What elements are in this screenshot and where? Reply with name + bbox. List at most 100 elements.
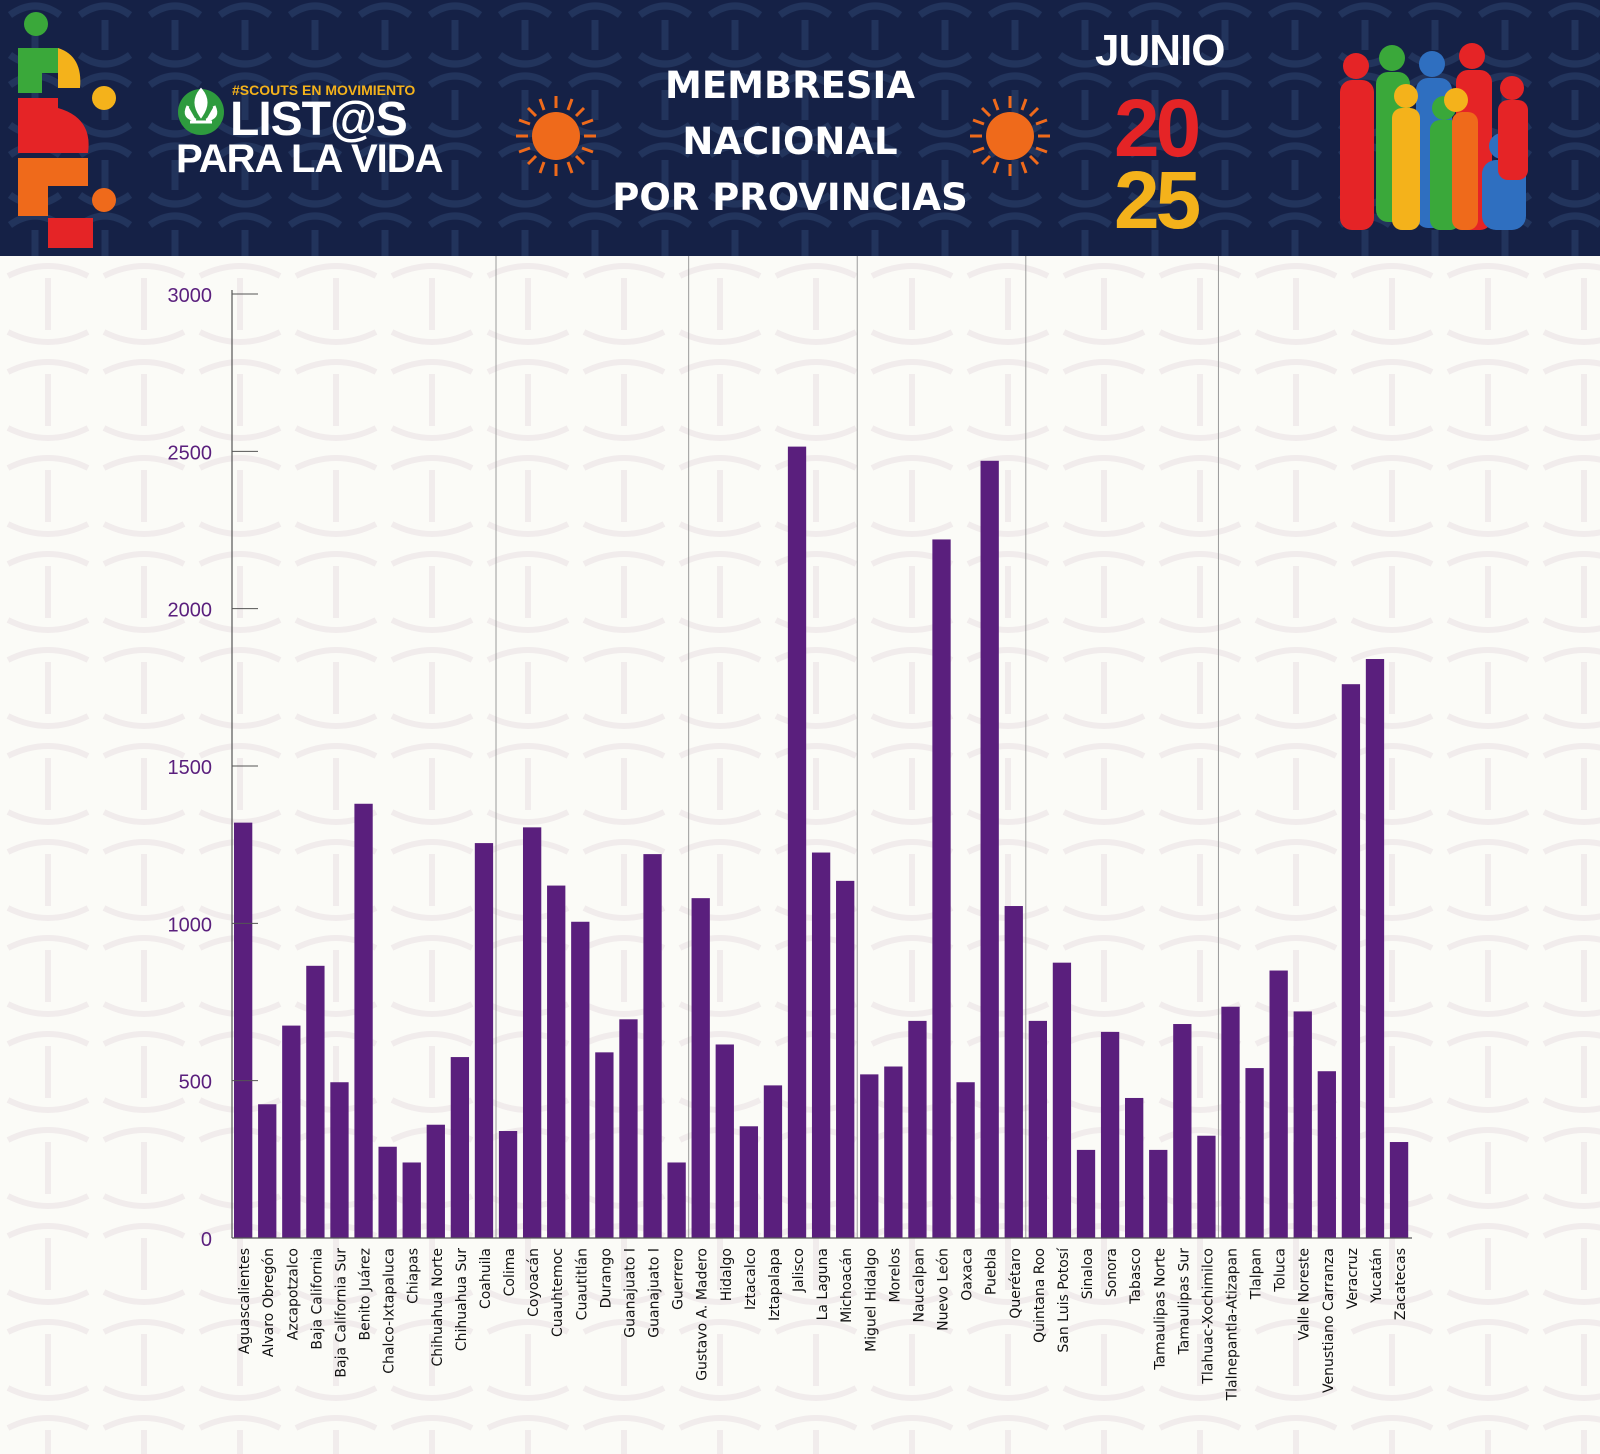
bar-20 xyxy=(691,898,710,1238)
y-tick-labels: 0 500 1000 1500 2000 2500 3000 xyxy=(168,285,213,1251)
scout-logo-mark xyxy=(18,12,116,248)
x-tick-label-34: Quintana Roo xyxy=(1032,1248,1048,1343)
x-tick-label-47: Veracruz xyxy=(1345,1248,1361,1309)
bar-39 xyxy=(1149,1149,1168,1238)
x-tick-label-3: Azcapotzalco xyxy=(285,1248,301,1340)
bar-28 xyxy=(884,1066,903,1238)
bar-10 xyxy=(450,1057,470,1238)
bar-36 xyxy=(1076,1149,1096,1238)
bar-33 xyxy=(1004,906,1023,1238)
bar-23 xyxy=(763,1085,783,1238)
x-tick-label-42: Tlalnepantla-Atizapan xyxy=(1224,1248,1240,1401)
x-tick-label-8: Chiapas xyxy=(406,1248,422,1304)
bars-group xyxy=(234,446,1409,1238)
bar-45 xyxy=(1293,1011,1312,1238)
x-tick-label-4: Baja California xyxy=(309,1248,325,1350)
bar-5 xyxy=(330,1082,349,1238)
bar-1 xyxy=(234,822,253,1238)
bar-8 xyxy=(402,1162,421,1238)
x-tick-label-17: Guanajuato I xyxy=(622,1248,638,1338)
x-tick-label-36: Sinaloa xyxy=(1080,1248,1096,1299)
bar-34 xyxy=(1028,1020,1047,1238)
x-tick-label-37: Sonora xyxy=(1104,1248,1120,1297)
y-tick-label-3: 1500 xyxy=(168,757,213,779)
y-tick-label-0: 0 xyxy=(201,1229,212,1251)
bar-26 xyxy=(836,880,855,1238)
x-tick-label-25: La Laguna xyxy=(815,1248,831,1320)
x-tick-label-33: Querétaro xyxy=(1008,1248,1024,1319)
bar-21 xyxy=(715,1044,734,1238)
bar-27 xyxy=(860,1074,879,1238)
bar-18 xyxy=(643,854,662,1238)
x-tick-label-11: Coahuila xyxy=(478,1248,494,1309)
scout-fleur-de-lis-icon xyxy=(178,87,224,135)
y-tick-label-6: 3000 xyxy=(168,285,213,307)
title-line-2: NACIONAL xyxy=(682,120,898,163)
year-bottom: 25 xyxy=(1114,155,1201,246)
x-tick-label-46: Venustiano Carranza xyxy=(1321,1248,1337,1393)
bar-48 xyxy=(1365,659,1385,1238)
x-tick-label-9: Chihuahua Norte xyxy=(430,1248,446,1367)
x-tick-label-30: Nuevo León xyxy=(936,1248,952,1331)
x-tick-label-31: Oaxaca xyxy=(960,1248,976,1301)
bar-16 xyxy=(595,1052,614,1238)
x-tick-label-20: Gustavo A. Madero xyxy=(695,1248,711,1381)
bar-31 xyxy=(956,1082,975,1238)
title-line-1: MEMBRESIA xyxy=(665,64,915,107)
x-tick-label-19: Guerrero xyxy=(671,1248,687,1310)
bar-12 xyxy=(498,1131,518,1238)
x-tick-label-5: Baja California Sur xyxy=(333,1248,349,1378)
bar-46 xyxy=(1317,1071,1336,1238)
bar-15 xyxy=(571,921,590,1238)
bar-7 xyxy=(378,1146,397,1238)
axes-group xyxy=(231,290,1412,1239)
year-top: 20 xyxy=(1114,83,1201,174)
page-title: MEMBRESIA NACIONAL POR PROVINCIAS xyxy=(600,58,980,226)
x-tick-label-14: Cuauhtemoc xyxy=(550,1248,566,1337)
bar-49 xyxy=(1389,1142,1409,1238)
bar-37 xyxy=(1100,1031,1120,1238)
bar-6 xyxy=(354,803,373,1238)
section-separators xyxy=(495,256,1219,1238)
x-tick-label-49: Zacatecas xyxy=(1393,1248,1409,1320)
x-tick-label-2: Alvaro Obregón xyxy=(261,1248,277,1357)
x-tick-label-12: Colima xyxy=(502,1248,518,1296)
y-tick-label-1: 500 xyxy=(179,1072,212,1094)
x-tick-label-27: Miguel Hidalgo xyxy=(863,1248,879,1352)
bar-42 xyxy=(1221,1006,1240,1238)
x-tick-label-18: Guanajuato I xyxy=(647,1248,663,1338)
bar-38 xyxy=(1125,1097,1144,1238)
bar-3 xyxy=(282,1025,301,1238)
sun-icon xyxy=(516,96,596,176)
bar-4 xyxy=(306,965,325,1238)
bar-41 xyxy=(1197,1135,1216,1238)
x-tick-label-15: Cuautitlán xyxy=(574,1248,590,1320)
x-tick-label-23: Iztapalapa xyxy=(767,1248,783,1321)
x-tick-label-24: Jalisco xyxy=(791,1248,807,1293)
sun-icon xyxy=(970,96,1050,176)
x-tick-label-26: Michoacán xyxy=(839,1248,855,1323)
title-line-3: POR PROVINCIAS xyxy=(612,176,968,219)
x-tick-label-10: Chihuahua Sur xyxy=(454,1248,470,1351)
y-tick-label-5: 2500 xyxy=(168,442,213,464)
bar-32 xyxy=(980,460,999,1238)
x-tick-label-29: Naucalpan xyxy=(911,1248,927,1322)
bar-24 xyxy=(787,446,807,1238)
x-tick-label-44: Toluca xyxy=(1273,1248,1289,1293)
bar-17 xyxy=(619,1019,638,1238)
bar-9 xyxy=(426,1124,445,1238)
y-tick-label-4: 2000 xyxy=(168,600,213,622)
x-tick-label-7: Chalco-Ixtapaluca xyxy=(382,1248,398,1374)
x-tick-label-41: Tlahuac-Xochimilco xyxy=(1200,1248,1216,1385)
x-tick-label-21: Hidalgo xyxy=(719,1248,735,1301)
x-tick-label-39: Tamaulipas Norte xyxy=(1152,1248,1168,1371)
x-tick-label-32: Puebla xyxy=(984,1248,1000,1295)
x-tick-labels: Aguascalientes Alvaro Obregón Azcapotzalco… xyxy=(237,1247,1409,1402)
brand-line-1: LIST@S xyxy=(230,93,408,146)
x-tick-label-40: Tamaulipas Sur xyxy=(1176,1248,1192,1356)
bar-25 xyxy=(811,852,831,1238)
banner-pattern xyxy=(0,0,1600,256)
x-tick-label-16: Durango xyxy=(598,1248,614,1308)
x-tick-label-22: Iztacalco xyxy=(743,1248,759,1310)
